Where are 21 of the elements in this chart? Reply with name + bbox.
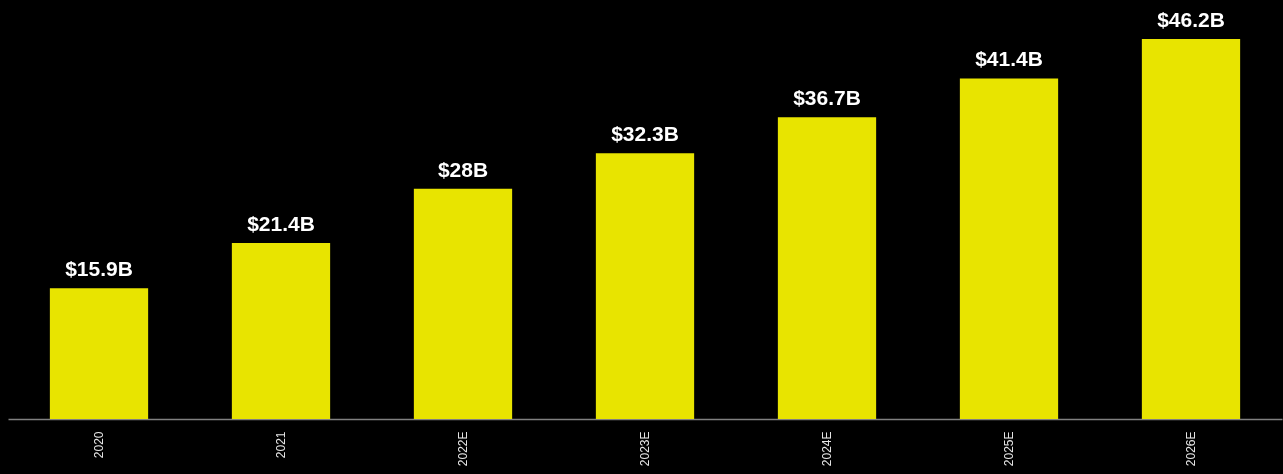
- bar: [413, 188, 513, 419]
- bar: [1141, 39, 1241, 419]
- data-label: $36.7B: [793, 86, 861, 110]
- bar: [777, 117, 877, 419]
- x-tick-label: 2023E: [638, 431, 652, 467]
- bar: [595, 153, 695, 419]
- data-label: $32.3B: [611, 122, 679, 146]
- x-tick-label: 2020: [92, 431, 106, 459]
- data-label: $41.4B: [975, 47, 1043, 71]
- x-tick-label: 2025E: [1002, 431, 1016, 467]
- x-tick-label: 2021: [274, 431, 288, 459]
- bar: [959, 78, 1059, 419]
- x-tick-label: 2026E: [1184, 431, 1198, 467]
- data-label: $21.4B: [247, 211, 315, 235]
- data-label: $28B: [437, 157, 489, 181]
- bar: [49, 288, 149, 419]
- x-tick-label: 2022E: [456, 431, 470, 467]
- bar: [231, 242, 331, 419]
- data-label: $46.2B: [1157, 8, 1225, 31]
- data-label: $15.9B: [65, 257, 133, 281]
- x-tick-label: 2024E: [820, 431, 834, 467]
